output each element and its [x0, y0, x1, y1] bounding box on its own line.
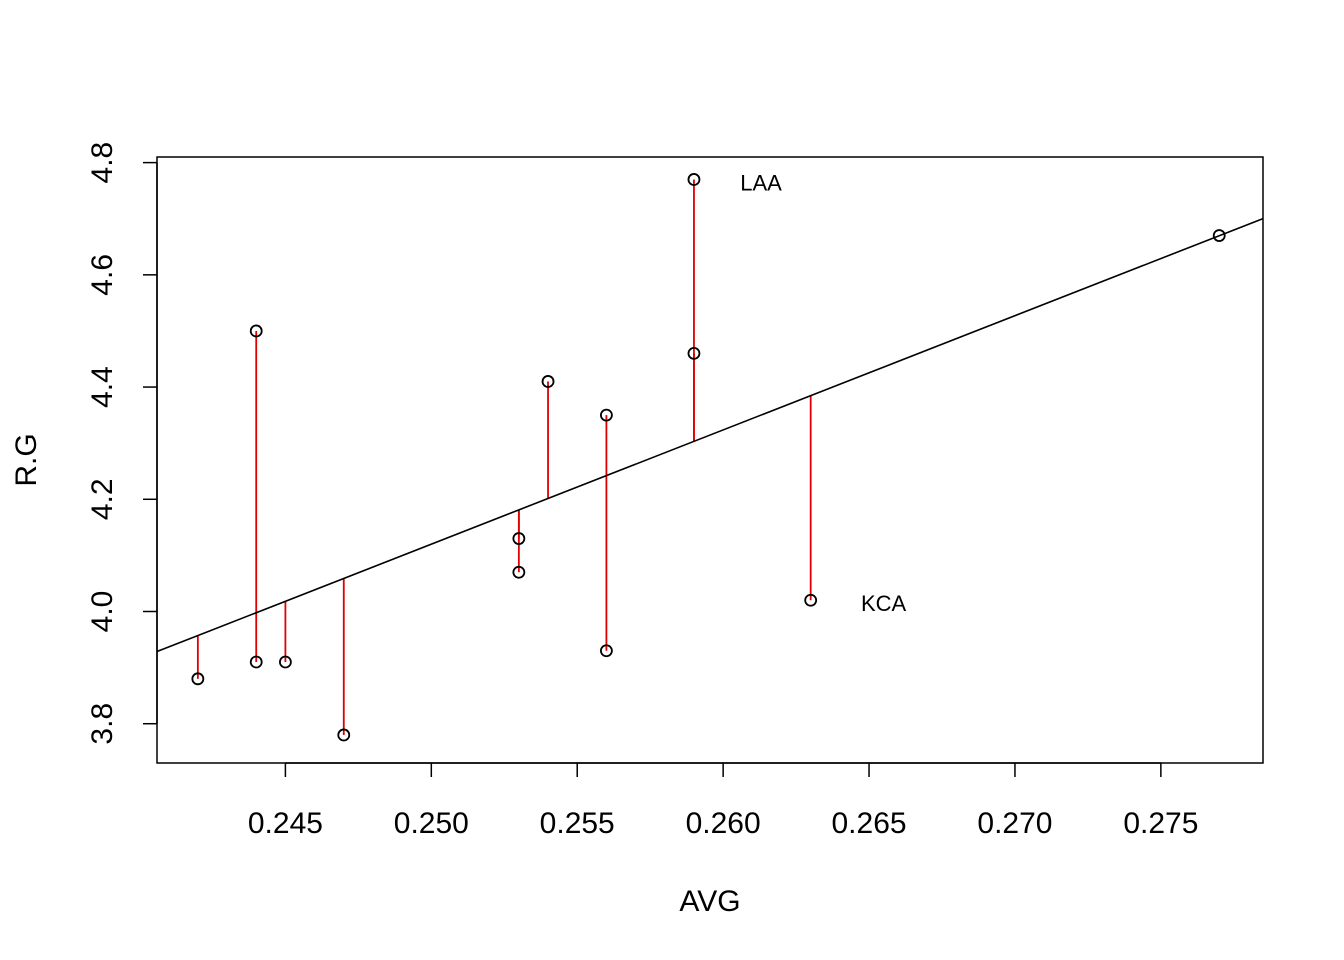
y-axis-title: R.G — [10, 433, 43, 486]
x-tick-label-3: 0.260 — [686, 807, 761, 840]
x-axis-title: AVG — [679, 885, 740, 918]
data-point-11 — [687, 173, 701, 186]
data-point-7 — [541, 375, 555, 388]
annotations: LAA KCA — [740, 170, 906, 616]
x-tick-label-0: 0.245 — [248, 807, 323, 840]
annotation-label-0: LAA — [740, 170, 782, 195]
y-tick-label-3: 4.4 — [86, 366, 119, 408]
x-tick-label-6: 0.275 — [1123, 807, 1198, 840]
data-point-2 — [249, 324, 263, 338]
y-axis: 3.8 4.0 4.2 4.4 4.6 4.8 — [86, 142, 158, 745]
data-point-12 — [804, 593, 818, 607]
data-point-10 — [687, 346, 701, 360]
data-point-5 — [512, 565, 526, 579]
data-point-0 — [191, 672, 205, 686]
y-tick-label-2: 4.2 — [86, 478, 119, 520]
data-point-9 — [600, 408, 613, 422]
x-tick-label-4: 0.265 — [832, 807, 907, 840]
y-tick-label-5: 4.8 — [86, 142, 119, 184]
annotation-label-1: KCA — [861, 591, 907, 616]
regression-line — [156, 217, 1264, 653]
data-point-8 — [600, 644, 613, 658]
data-point-6 — [512, 532, 526, 545]
y-tick-label-1: 4.0 — [86, 591, 119, 633]
data-points — [191, 173, 1226, 742]
y-tick-label-0: 3.8 — [86, 703, 119, 745]
x-tick-label-2: 0.255 — [540, 807, 615, 840]
x-tick-label-1: 0.250 — [394, 807, 469, 840]
regression-line-group — [156, 217, 1264, 653]
data-point-1 — [249, 655, 263, 669]
plot-frame — [156, 156, 1264, 764]
data-point-3 — [279, 655, 292, 669]
data-point-13 — [1212, 229, 1226, 242]
residual-lines — [196, 179, 1221, 735]
data-point-4 — [337, 728, 351, 742]
x-axis: 0.245 0.250 0.255 0.260 0.265 0.270 0.275 — [248, 762, 1198, 840]
x-tick-label-5: 0.270 — [977, 807, 1052, 840]
y-tick-label-4: 4.6 — [86, 254, 119, 296]
